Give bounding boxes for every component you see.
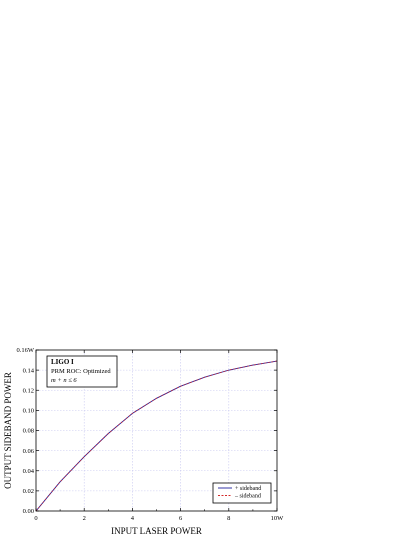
y-tick-label: 0.14 — [23, 367, 35, 374]
series-line-minus-sideband — [35, 360, 278, 512]
legend: + sideband – sideband — [212, 482, 272, 504]
x-tick-label: 6 — [179, 515, 183, 522]
x-axis-label: INPUT LASER POWER — [111, 526, 202, 536]
x-tick-label: 8 — [227, 515, 230, 522]
x-tick-label: 4 — [131, 515, 135, 522]
y-tick-label: 0.08 — [23, 428, 34, 435]
annotation-frame — [46, 355, 118, 388]
y-tick-label: 0.00 — [23, 508, 34, 515]
ticks: 0 2 4 6 8 10W 0.00 0.02 0.04 0.06 0.08 0.10 0.12 0.14… — [16, 347, 284, 522]
annotation-line-1: PRM ROC: Optimized — [51, 368, 111, 375]
x-tick-label: 2 — [83, 515, 86, 522]
annotation-title: LIGO I — [51, 358, 74, 366]
x-tick-label: 10W — [271, 515, 285, 522]
series-layer — [35, 360, 278, 512]
legend-label-minus-sideband: – sideband — [234, 494, 261, 500]
annotation-box: LIGO I PRM ROC: Optimized m + n ≤ 6 — [46, 355, 118, 388]
x-tick-label: 0 — [34, 515, 37, 522]
y-tick-label: 0.10 — [23, 408, 34, 415]
y-tick-label: 0.06 — [23, 448, 35, 455]
y-tick-label: 0.16W — [16, 347, 34, 354]
y-tick-label: 0.04 — [23, 468, 35, 475]
y-axis-label: OUTPUT SIDEBAND POWER — [3, 372, 13, 489]
y-tick-label: 0.12 — [23, 387, 34, 394]
y-tick-label: 0.02 — [23, 488, 34, 495]
legend-label-plus-sideband: + sideband — [235, 486, 261, 492]
annotation-line-2: m + n ≤ 6 — [51, 377, 77, 384]
